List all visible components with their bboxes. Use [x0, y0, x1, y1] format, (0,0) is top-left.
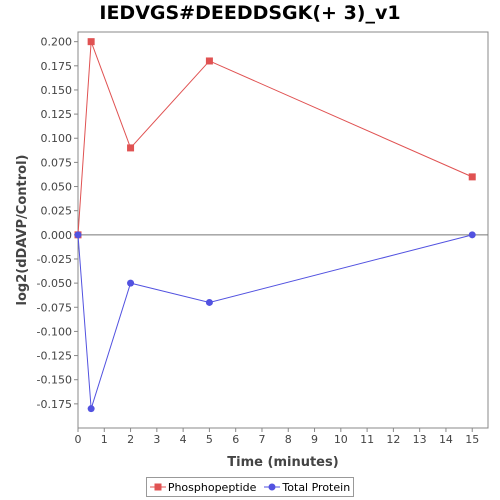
legend: Phosphopeptide Total Protein [146, 477, 354, 497]
x-tick-label: 11 [360, 433, 374, 446]
legend-item-phosphopeptide: Phosphopeptide [149, 480, 257, 494]
y-axis-ticks: 0.200 0.175 0.150 0.125 0.100 0.075 0.050 0.025… [37, 36, 78, 411]
y-tick-label: -0.150 [37, 374, 72, 387]
x-tick-label: 1 [101, 433, 108, 446]
y-tick-label: -0.075 [37, 301, 72, 314]
x-axis-ticks: 0 1 2 3 4 5 6 7 8 9 10 11 12 13 14 15 [75, 428, 479, 446]
x-tick-label: 7 [258, 433, 265, 446]
x-tick-label: 12 [386, 433, 400, 446]
data-point-0-2 [127, 144, 135, 152]
x-tick-label: 14 [439, 433, 453, 446]
chart-title: IEDVGS#DEEDDSGK(+ 3)_v1 [99, 2, 401, 24]
phosphopeptide-legend-icon [149, 483, 166, 491]
x-tick-label: 15 [465, 433, 479, 446]
data-point-0-1 [87, 38, 95, 46]
plot-area [77, 31, 489, 429]
data-point-0-4 [468, 173, 476, 181]
y-tick-label: -0.025 [37, 253, 72, 266]
y-axis-label: log2(dDAVP/Control) [15, 155, 30, 306]
y-tick-label: 0.150 [41, 84, 73, 97]
y-tick-label: 0.200 [41, 36, 73, 49]
data-point-1-4 [468, 231, 476, 239]
y-tick-label: -0.050 [37, 277, 72, 290]
y-tick-label: 0.175 [41, 60, 73, 73]
x-tick-label: 9 [311, 433, 318, 446]
legend-item-total-protein: Total Protein [264, 481, 350, 494]
x-tick-label: 2 [127, 433, 134, 446]
y-tick-label: 0.000 [41, 229, 73, 242]
x-axis-label: Time (minutes) [227, 455, 338, 470]
x-tick-label: 13 [413, 433, 427, 446]
legend-label-total-protein: Total Protein [282, 480, 351, 494]
y-tick-label: -0.100 [37, 325, 72, 338]
x-tick-label: 3 [153, 433, 160, 446]
x-tick-label: 5 [206, 433, 213, 446]
data-point-1-2 [127, 279, 135, 287]
x-tick-label: 8 [285, 433, 292, 446]
x-tick-label: 10 [334, 433, 348, 446]
y-tick-label: 0.025 [41, 205, 73, 218]
data-point-1-0 [74, 231, 82, 239]
y-tick-label: 0.100 [41, 132, 73, 145]
x-tick-label: 0 [75, 433, 82, 446]
data-point-0-3 [205, 57, 213, 65]
data-point-1-3 [205, 298, 213, 306]
y-tick-label: -0.175 [37, 398, 72, 411]
y-tick-label: -0.125 [37, 350, 72, 363]
x-tick-label: 4 [180, 433, 187, 446]
series-layer [74, 38, 476, 413]
total-protein-legend-icon [264, 483, 281, 491]
data-point-1-1 [87, 405, 95, 413]
y-tick-label: 0.125 [41, 108, 73, 121]
legend-label-phosphopeptide: Phosphopeptide [167, 480, 257, 494]
y-tick-label: 0.075 [41, 156, 73, 169]
x-tick-label: 6 [232, 433, 239, 446]
y-tick-label: 0.050 [41, 181, 73, 194]
